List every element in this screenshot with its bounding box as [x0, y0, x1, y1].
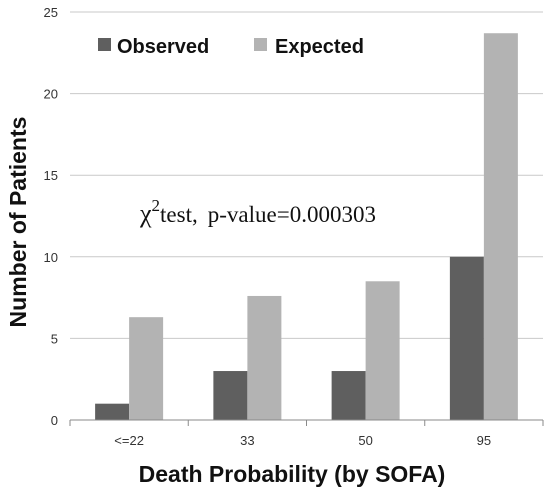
bar-expected-1	[247, 295, 282, 420]
x-axis-title: Death Probability (by SOFA)	[139, 461, 446, 487]
bars	[95, 33, 518, 420]
annotation-chi: χ	[139, 199, 152, 228]
y-tick-15: 15	[44, 168, 58, 183]
x-tick-marks	[69, 420, 544, 426]
x-tick-label-1: 33	[240, 433, 254, 448]
x-tick-label-0: <=22	[114, 433, 144, 448]
y-tick-5: 5	[51, 331, 58, 346]
legend-label-observed: Observed	[117, 36, 209, 58]
bar-observed-2	[331, 371, 366, 420]
chi-square-annotation: χ2test, p-value=0.000303	[139, 196, 376, 228]
y-axis-title: Number of Patients	[5, 117, 31, 328]
bar-observed-1	[213, 371, 248, 420]
bar-expected-0	[129, 317, 164, 420]
annotation-subscript: test,	[160, 202, 198, 227]
y-tick-labels: 0 5 10 15 20 25	[44, 5, 58, 428]
bar-expected-3	[483, 33, 518, 420]
legend-swatch-expected	[254, 38, 267, 51]
annotation-pvalue: p-value=0.000303	[208, 202, 376, 227]
y-tick-10: 10	[44, 250, 58, 265]
annotation-superscript: 2	[152, 196, 161, 215]
x-tick-label-3: 95	[477, 433, 491, 448]
legend-label-expected: Expected	[275, 36, 364, 58]
bar-expected-2	[365, 281, 400, 420]
y-tick-25: 25	[44, 5, 58, 20]
legend: Observed Expected	[98, 36, 364, 58]
y-tick-20: 20	[44, 87, 58, 102]
x-tick-label-2: 50	[358, 433, 372, 448]
legend-swatch-observed	[98, 38, 111, 51]
bar-observed-3	[449, 256, 484, 420]
y-tick-0: 0	[51, 413, 58, 428]
x-tick-labels: <=22 33 50 95	[114, 433, 491, 448]
bar-observed-0	[95, 403, 130, 420]
